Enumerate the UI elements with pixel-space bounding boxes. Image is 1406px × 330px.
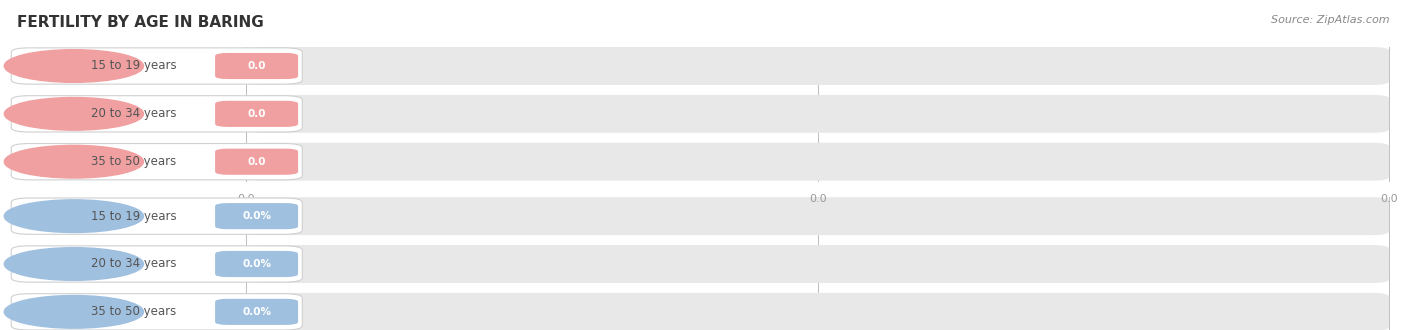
FancyBboxPatch shape [215,299,298,325]
FancyBboxPatch shape [215,101,298,127]
Circle shape [4,200,143,232]
Text: 0.0: 0.0 [808,194,827,204]
FancyBboxPatch shape [11,48,302,84]
FancyBboxPatch shape [246,143,1389,181]
Text: 15 to 19 years: 15 to 19 years [90,59,176,73]
FancyBboxPatch shape [215,203,298,229]
FancyBboxPatch shape [246,245,1389,283]
FancyBboxPatch shape [11,246,302,282]
Text: 0.0%: 0.0% [242,211,271,221]
FancyBboxPatch shape [11,294,302,330]
Text: 0.0%: 0.0% [242,307,271,317]
FancyBboxPatch shape [11,144,302,180]
Circle shape [4,145,143,178]
FancyBboxPatch shape [246,197,1389,235]
Text: 0.0: 0.0 [1381,194,1398,204]
Circle shape [4,296,143,328]
Text: 35 to 50 years: 35 to 50 years [91,155,176,168]
Text: 0.0: 0.0 [247,157,266,167]
Text: 35 to 50 years: 35 to 50 years [91,305,176,318]
Text: 20 to 34 years: 20 to 34 years [91,107,176,120]
Text: 15 to 19 years: 15 to 19 years [90,210,176,223]
FancyBboxPatch shape [246,293,1389,330]
FancyBboxPatch shape [246,95,1389,133]
FancyBboxPatch shape [246,47,1389,85]
FancyBboxPatch shape [215,53,298,79]
FancyBboxPatch shape [11,96,302,132]
FancyBboxPatch shape [11,198,302,234]
Text: 0.0: 0.0 [238,194,254,204]
Circle shape [4,98,143,130]
Text: 0.0%: 0.0% [242,259,271,269]
FancyBboxPatch shape [215,148,298,175]
FancyBboxPatch shape [215,251,298,277]
Circle shape [4,50,143,82]
Circle shape [4,248,143,280]
Text: FERTILITY BY AGE IN BARING: FERTILITY BY AGE IN BARING [17,15,263,30]
Text: Source: ZipAtlas.com: Source: ZipAtlas.com [1271,15,1389,25]
Text: 20 to 34 years: 20 to 34 years [91,257,176,271]
Text: 0.0: 0.0 [247,61,266,71]
Text: 0.0: 0.0 [247,109,266,119]
